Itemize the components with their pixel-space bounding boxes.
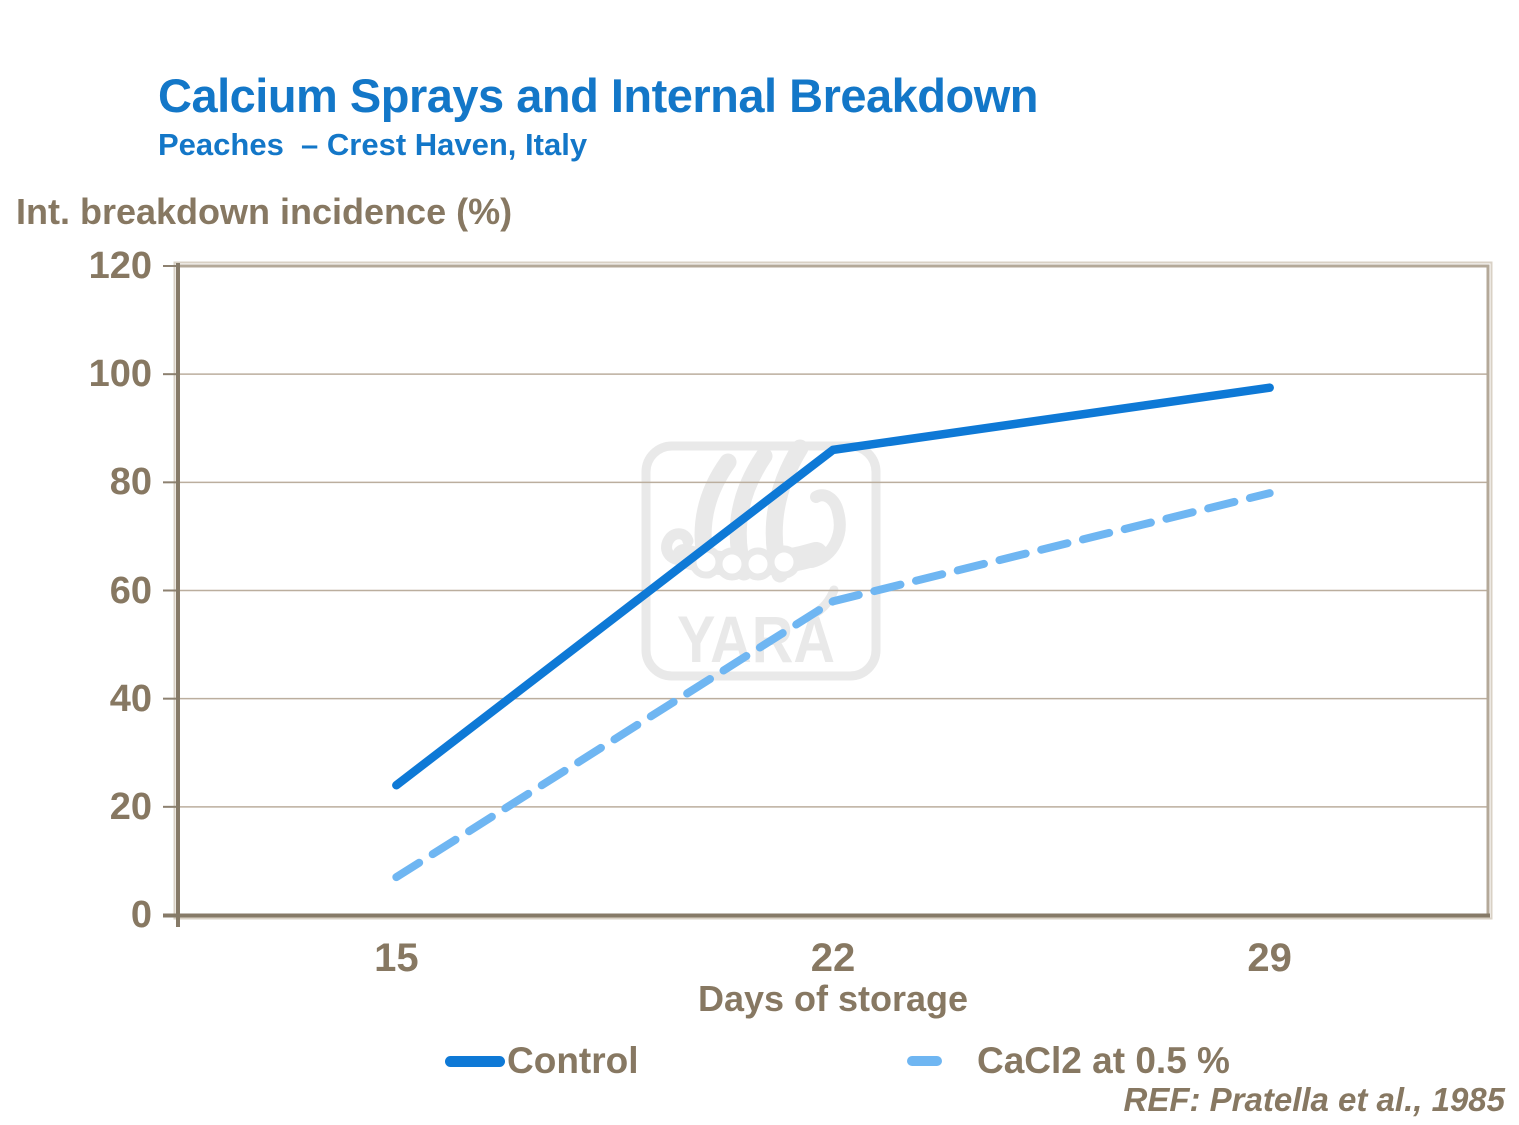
yara-watermark-logo: YARA: [641, 439, 881, 681]
y-axis-tick-label: 40: [109, 677, 152, 720]
control-legend-swatch: [445, 1056, 505, 1067]
gridlines: [163, 265, 1488, 916]
x-axis-tick-label: 15: [374, 936, 419, 980]
y-axis-tick-label: 60: [109, 569, 152, 612]
y-axis-tick-label: 100: [88, 353, 152, 396]
y-axis-tick-label: 0: [130, 894, 152, 936]
reference-citation: REF: Pratella et al., 1985: [1123, 1081, 1505, 1118]
y-axis-tick-label: 20: [109, 785, 152, 828]
cacl2-legend-swatch: [907, 1056, 942, 1066]
y-axis-title: Int. breakdown incidence (%): [16, 191, 513, 232]
y-axis-tick-label: 120: [88, 245, 152, 287]
control-line: [392, 383, 1274, 790]
slide-title: Calcium Sprays and Internal Breakdown: [158, 69, 1039, 122]
x-axis-tick-label: 29: [1247, 936, 1292, 980]
x-axis-tick-label: 22: [810, 936, 856, 980]
x-axis-title: Days of storage: [697, 978, 969, 1019]
slide-subtitle: Peaches – Crest Haven, Italy: [158, 127, 588, 162]
cacl2-line: [392, 489, 1274, 882]
control-legend-label: Control: [507, 1040, 639, 1081]
cacl2-legend-label: CaCl2 at 0.5 %: [977, 1040, 1230, 1081]
y-axis-tick-label: 80: [109, 461, 152, 504]
